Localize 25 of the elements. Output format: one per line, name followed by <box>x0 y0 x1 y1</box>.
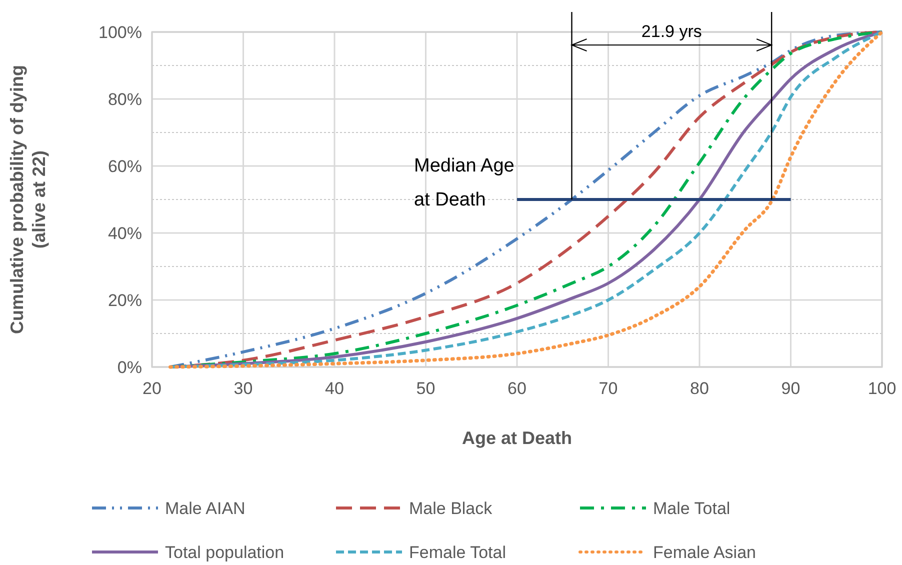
legend-label: Male Total <box>653 498 730 518</box>
annotation: 21.9 yrs <box>641 22 702 41</box>
y-tick-label: 40% <box>108 224 142 243</box>
legend-label: Male AIAN <box>165 498 246 518</box>
x-tick-label: 20 <box>142 379 162 398</box>
legend-label: Total population <box>165 542 284 562</box>
x-axis-title: Age at Death <box>462 428 572 448</box>
x-tick-label: 30 <box>234 379 253 398</box>
x-tick-label: 90 <box>781 379 800 398</box>
x-tick-label: 50 <box>416 379 436 398</box>
annotation: Median Age at Death <box>414 156 514 210</box>
x-tick-label: 70 <box>598 379 618 398</box>
legend-label: Female Total <box>409 542 506 562</box>
x-tick-label: 100 <box>868 379 896 398</box>
y-axis-title: Cumulative probability of dying (alive at 22) <box>7 64 49 334</box>
x-tick-label: 80 <box>690 379 709 398</box>
y-tick-label: 20% <box>108 290 142 310</box>
y-tick-label: 0% <box>117 358 142 377</box>
x-tick-label: 60 <box>508 379 526 398</box>
x-tick-label: 40 <box>325 379 344 398</box>
y-tick-label: 60% <box>108 156 142 176</box>
legend-label: Male Black <box>409 498 493 518</box>
y-tick-label: 100% <box>98 22 142 42</box>
y-tick-label: 80% <box>108 90 142 109</box>
legend-label: Female Asian <box>653 542 756 562</box>
